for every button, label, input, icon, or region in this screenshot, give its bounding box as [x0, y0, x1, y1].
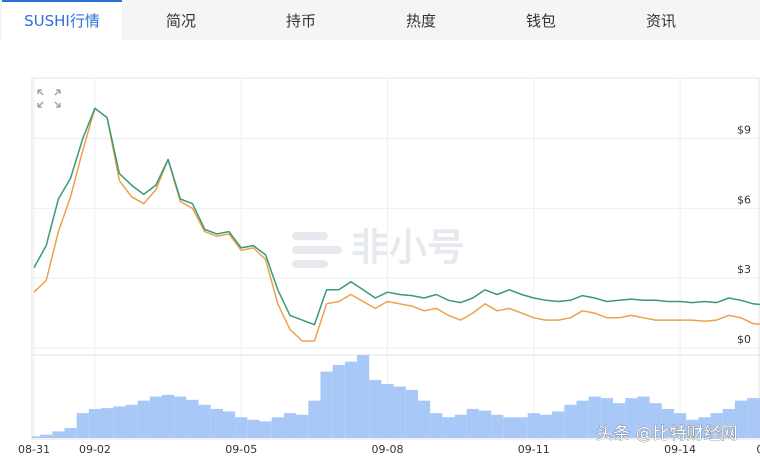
- volume-bar: [600, 398, 614, 438]
- volume-bar: [564, 404, 577, 438]
- volume-bar: [491, 414, 504, 438]
- volume-bar: [174, 396, 187, 438]
- volume-bar: [698, 417, 711, 438]
- volume-bar: [625, 398, 638, 438]
- volume-bar: [393, 386, 406, 438]
- volume-bar: [186, 399, 199, 438]
- volume-bar: [381, 384, 394, 438]
- y-tick-label: $9: [737, 124, 751, 137]
- price-line: [33, 107, 760, 342]
- volume-bar: [247, 419, 260, 438]
- price-line: [33, 107, 760, 326]
- y-tick-label: $3: [737, 263, 751, 276]
- volume-bar: [137, 400, 150, 438]
- tab[interactable]: 热度: [405, 12, 436, 30]
- volume-bar: [125, 404, 138, 438]
- volume-bar: [454, 414, 467, 438]
- zoom-icon[interactable]: [37, 89, 61, 108]
- volume-bar: [466, 408, 479, 438]
- volume-bar: [222, 411, 236, 438]
- volume-bar: [296, 414, 309, 438]
- volume-bar: [710, 413, 723, 438]
- volume-bar: [515, 417, 528, 438]
- plot-frame: [31, 77, 760, 440]
- volume-bar: [649, 403, 662, 438]
- x-tick-label: 09-05: [225, 443, 257, 456]
- tab-bar: SUSHI行情简况持币热度钱包资讯历: [0, 0, 760, 40]
- volume-bar: [76, 413, 89, 438]
- volume-bar: [722, 408, 735, 438]
- volume-bar: [259, 421, 272, 438]
- volume-bar: [637, 396, 650, 438]
- volume-bar: [478, 410, 492, 438]
- volume-bar: [552, 411, 565, 438]
- x-tick-label: 09-: [756, 443, 760, 456]
- volume-bar: [235, 417, 248, 438]
- volume-bar: [417, 400, 431, 438]
- volume-bar: [369, 379, 382, 438]
- volume-bar: [320, 371, 333, 438]
- tab[interactable]: SUSHI行情: [2, 0, 122, 40]
- volume-bar: [149, 396, 162, 438]
- watermark-logo: [292, 232, 342, 268]
- x-tick-label: 09-02: [79, 443, 111, 456]
- volume-bar: [661, 408, 674, 438]
- volume-bar: [52, 431, 65, 438]
- volume-bar: [405, 389, 418, 438]
- volume-bar: [576, 400, 589, 438]
- tab[interactable]: 持币: [285, 12, 316, 30]
- x-tick-label: 09-08: [372, 443, 404, 456]
- volume-bar: [271, 417, 284, 438]
- caption-overlay: 头条 @比特财经网: [596, 424, 737, 444]
- volume-bar: [32, 436, 41, 438]
- volume-bar: [161, 394, 175, 438]
- volume-bar: [673, 413, 687, 438]
- y-tick-label: $0: [737, 333, 751, 346]
- x-tick-label: 08-31: [18, 443, 50, 456]
- x-tick-label: 09-14: [664, 443, 696, 456]
- volume-bar: [308, 400, 321, 438]
- volume-bar: [734, 400, 748, 438]
- volume-bar: [442, 417, 455, 438]
- x-tick-label: 09-11: [518, 443, 550, 456]
- tab[interactable]: 简况: [165, 12, 196, 30]
- volume-bar: [113, 406, 126, 438]
- volume-bar: [101, 408, 114, 438]
- volume-bar: [88, 408, 102, 438]
- volume-bar: [357, 355, 370, 438]
- watermark: 非小号: [351, 226, 465, 270]
- volume-bar: [198, 404, 211, 438]
- volume-bar: [210, 408, 223, 438]
- volume-bar: [344, 361, 358, 438]
- volume-bar: [332, 364, 345, 438]
- volume-bar: [283, 413, 297, 438]
- volume-bar: [40, 434, 53, 438]
- tab[interactable]: 资讯: [645, 12, 676, 30]
- volume-bar: [747, 398, 760, 438]
- volume-bar: [430, 413, 443, 438]
- volume-bar: [527, 413, 540, 438]
- y-tick-label: $6: [737, 193, 751, 206]
- volume-bar: [539, 414, 553, 438]
- volume-bar: [588, 396, 601, 438]
- volume-bar: [64, 428, 77, 438]
- volume-bar: [503, 417, 516, 438]
- volume-bar: [686, 419, 699, 438]
- volume-bar: [613, 403, 626, 438]
- tab[interactable]: 钱包: [525, 12, 556, 30]
